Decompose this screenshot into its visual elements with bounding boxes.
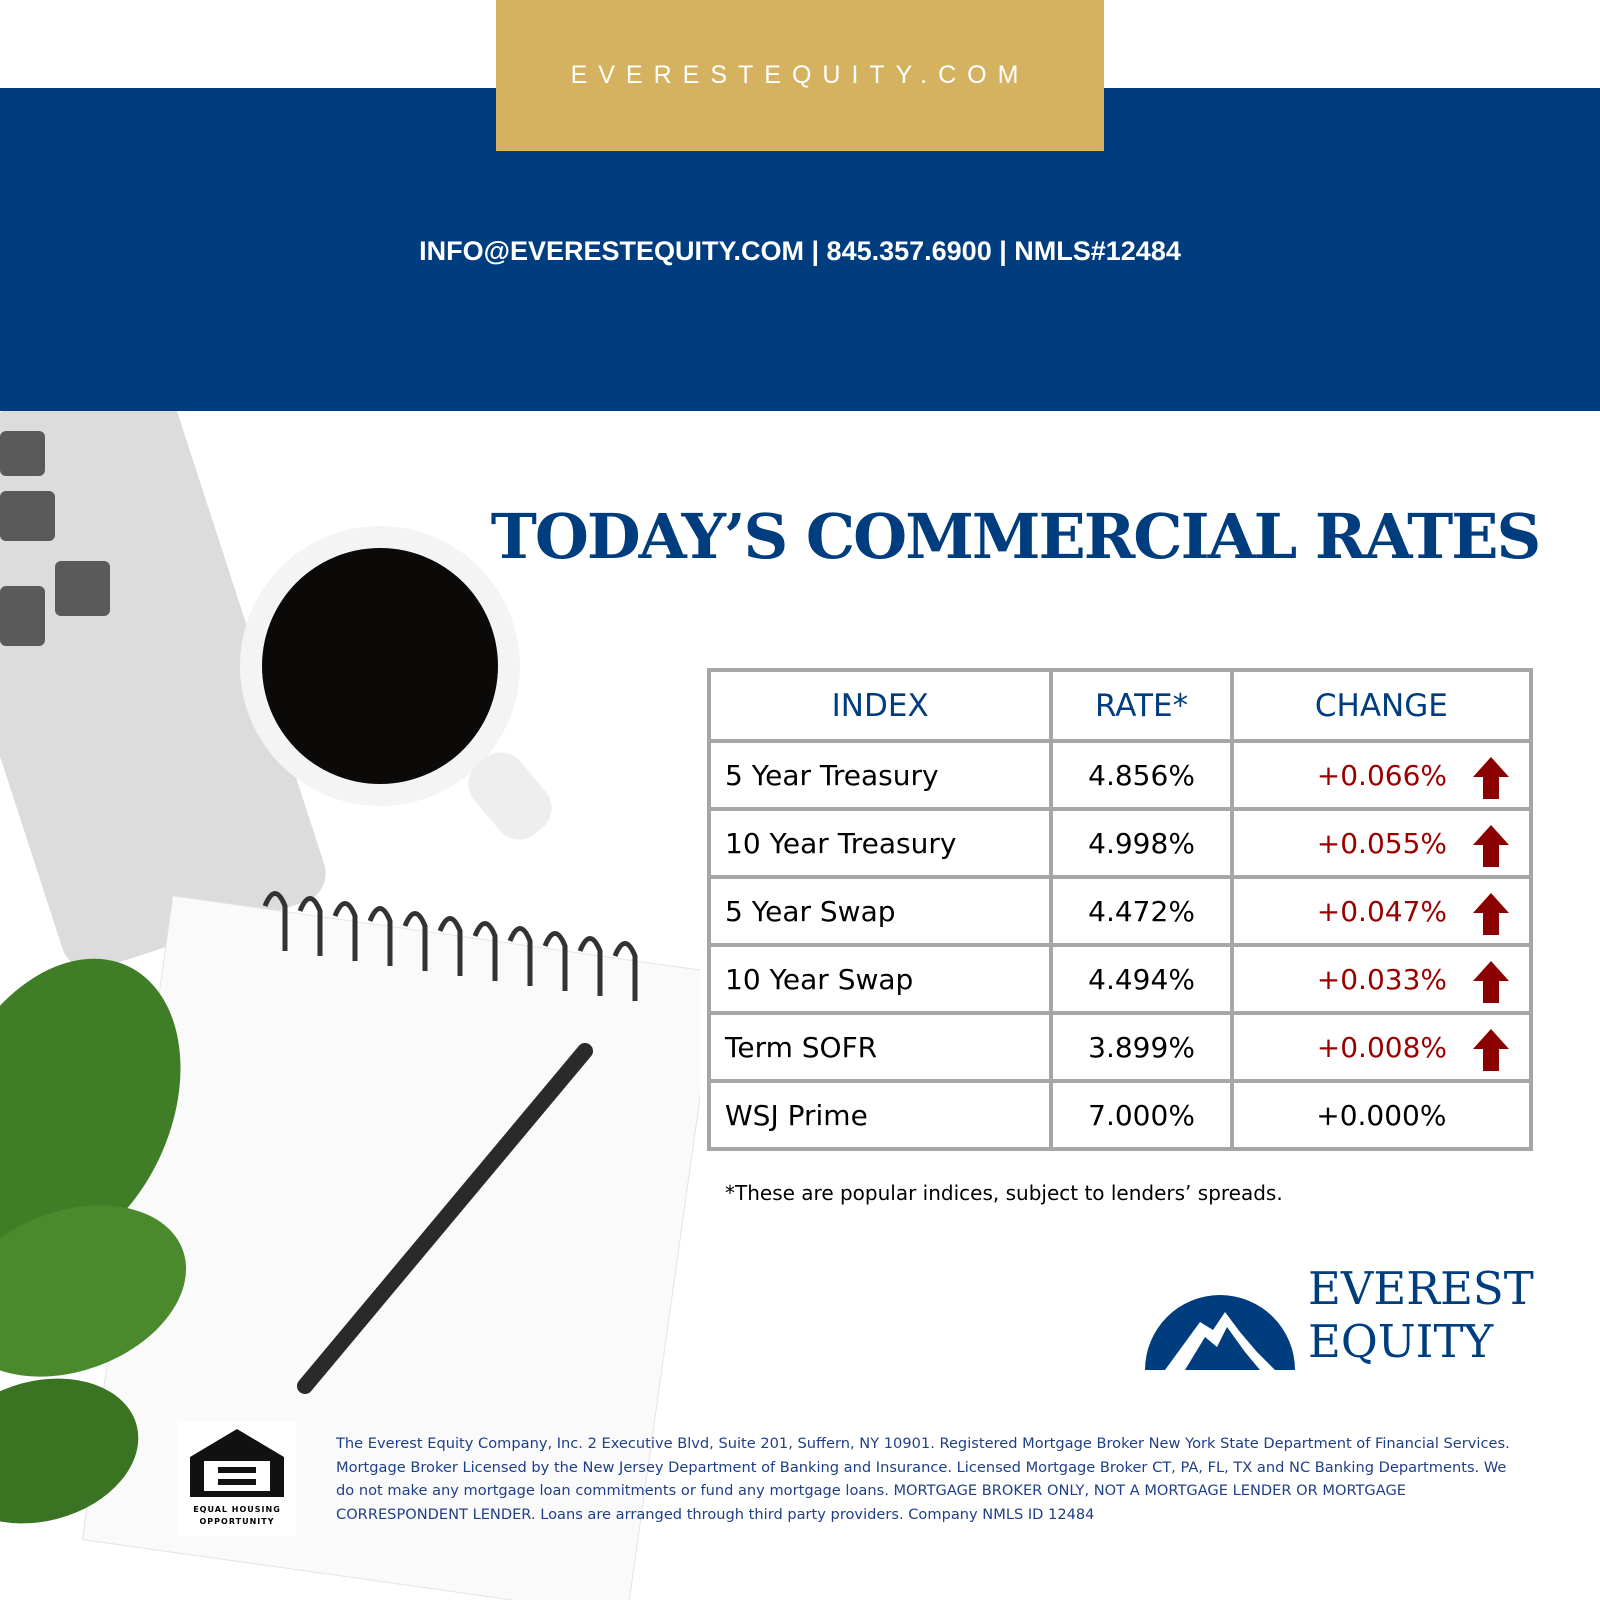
- change-cell: +0.000%: [1229, 1079, 1534, 1151]
- change-value: +0.047%: [1316, 894, 1447, 928]
- change-value: +0.066%: [1316, 758, 1447, 792]
- table-row: Term SOFR 3.899% +0.008%: [706, 1011, 1534, 1083]
- up-arrow: [1473, 961, 1509, 1003]
- index-cell: 10 Year Swap: [706, 943, 1054, 1015]
- title: TODAY’S COMMERCIAL RATES: [490, 500, 1542, 573]
- table-row: 5 Year Treasury 4.856% +0.066%: [706, 739, 1534, 811]
- column-header: RATE*: [1049, 668, 1234, 743]
- contact-line: INFO@EVERESTEQUITY.COM | 845.357.6900 | …: [419, 236, 1181, 266]
- house-icon: [190, 1429, 284, 1497]
- eho-text: EQUAL HOUSING: [193, 1505, 281, 1514]
- up-arrow: [1473, 1029, 1509, 1071]
- index-cell: Term SOFR: [706, 1011, 1054, 1083]
- column-header: CHANGE: [1229, 668, 1534, 743]
- rate-cell: 4.998%: [1049, 807, 1234, 879]
- table-row: 5 Year Swap 4.472% +0.047%: [706, 875, 1534, 947]
- eho-text: OPPORTUNITY: [199, 1517, 275, 1526]
- table-body: 5 Year Treasury 4.856% +0.066% 10 Year Trea…: [706, 739, 1534, 1151]
- change-cell: +0.008%: [1229, 1011, 1534, 1083]
- rate-cell: 4.494%: [1049, 943, 1234, 1015]
- background-photo: [0, 411, 700, 1600]
- header-row: INDEX RATE* CHANGE: [706, 668, 1534, 743]
- change-cell: +0.066%: [1229, 739, 1534, 811]
- up-arrow: [1473, 893, 1509, 935]
- rate-cell: 3.899%: [1049, 1011, 1234, 1083]
- site-banner: EVERESTEQUITY.COM: [496, 0, 1104, 151]
- table-row: WSJ Prime 7.000% +0.000%: [706, 1079, 1534, 1151]
- rate-cell: 4.856%: [1049, 739, 1234, 811]
- index-cell: 5 Year Swap: [706, 875, 1054, 947]
- index-cell: 10 Year Treasury: [706, 807, 1054, 879]
- table-row: 10 Year Swap 4.494% +0.033%: [706, 943, 1534, 1015]
- logo-text: EQUITY: [1308, 1315, 1494, 1368]
- logo-mark: [1145, 1295, 1295, 1370]
- logo-text: EVEREST: [1308, 1262, 1534, 1315]
- rate-cell: 4.472%: [1049, 875, 1234, 947]
- change-cell: +0.033%: [1229, 943, 1534, 1015]
- change-value: +0.000%: [1316, 1098, 1447, 1132]
- up-arrow: [1473, 825, 1509, 867]
- change-value: +0.055%: [1316, 826, 1447, 860]
- index-cell: 5 Year Treasury: [706, 739, 1054, 811]
- table-row: 10 Year Treasury 4.998% +0.055%: [706, 807, 1534, 879]
- column-header: INDEX: [706, 668, 1054, 743]
- footnote: *These are popular indices, subject to l…: [725, 1181, 1283, 1205]
- rates-table: INDEX RATE* CHANGE 5 Year Treasury 4.856%…: [706, 668, 1534, 1151]
- up-arrow: [1473, 757, 1509, 799]
- change-value: +0.008%: [1316, 1030, 1447, 1064]
- disclaimer: The Everest Equity Company, Inc. 2 Execu…: [336, 1435, 1510, 1523]
- change-cell: +0.055%: [1229, 807, 1534, 879]
- equal-housing-logo: EQUAL HOUSING OPPORTUNITY: [178, 1421, 296, 1536]
- index-cell: WSJ Prime: [706, 1079, 1054, 1151]
- change-value: +0.033%: [1316, 962, 1447, 996]
- rate-cell: 7.000%: [1049, 1079, 1234, 1151]
- change-cell: +0.047%: [1229, 875, 1534, 947]
